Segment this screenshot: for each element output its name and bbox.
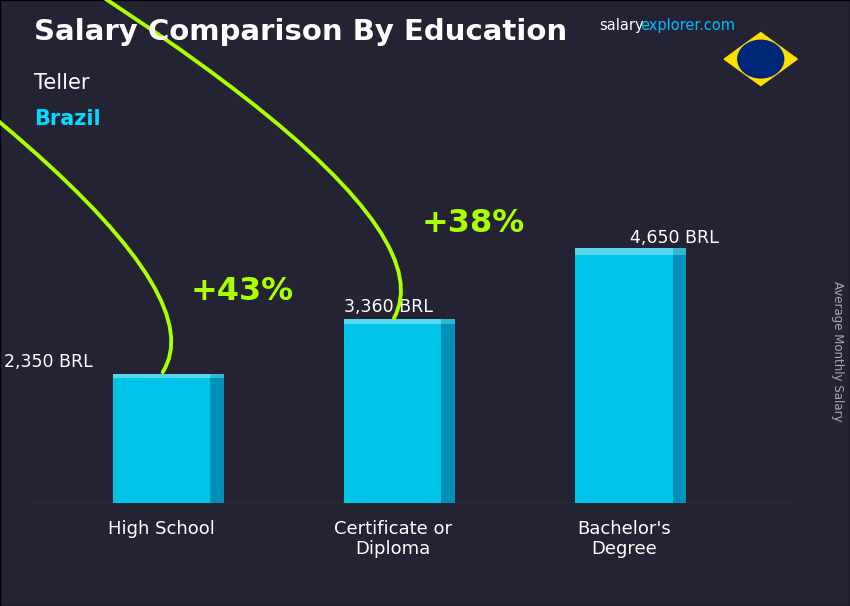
Text: Average Monthly Salary: Average Monthly Salary	[830, 281, 844, 422]
Text: +38%: +38%	[422, 208, 525, 239]
Bar	[575, 248, 672, 255]
Bar	[113, 378, 210, 503]
Bar	[210, 378, 224, 503]
Polygon shape	[441, 319, 455, 324]
Text: +43%: +43%	[190, 276, 294, 307]
Bar	[344, 319, 441, 324]
Text: 4,650 BRL: 4,650 BRL	[631, 229, 719, 247]
Bar	[344, 324, 441, 503]
Polygon shape	[724, 33, 797, 85]
Polygon shape	[672, 248, 687, 255]
Bar	[575, 255, 672, 503]
Polygon shape	[210, 374, 224, 378]
Bar	[441, 324, 455, 503]
Text: Brazil: Brazil	[34, 109, 100, 129]
Text: explorer.com: explorer.com	[640, 18, 735, 33]
Text: salary: salary	[599, 18, 644, 33]
Bar	[672, 255, 687, 503]
Text: Salary Comparison By Education: Salary Comparison By Education	[34, 18, 567, 46]
Circle shape	[738, 40, 784, 78]
Text: 3,360 BRL: 3,360 BRL	[343, 298, 433, 316]
Text: Teller: Teller	[34, 73, 89, 93]
Bar	[113, 374, 210, 378]
Text: 2,350 BRL: 2,350 BRL	[3, 353, 93, 371]
